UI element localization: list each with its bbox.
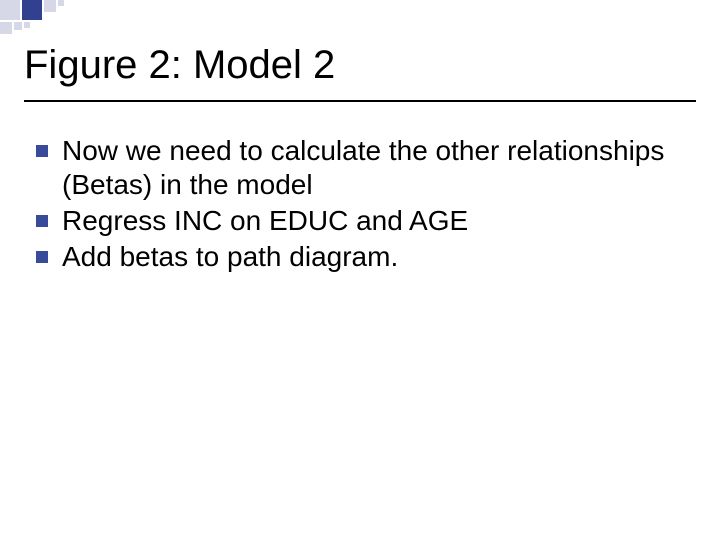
list-item-text: Add betas to path diagram. <box>62 240 398 274</box>
slide-title: Figure 2: Model 2 <box>24 42 696 88</box>
list-item: Now we need to calculate the other relat… <box>36 134 680 202</box>
deco-square <box>44 0 56 12</box>
corner-decoration <box>0 0 720 34</box>
square-bullet-icon <box>36 145 48 157</box>
deco-square <box>14 22 22 30</box>
list-item-text: Now we need to calculate the other relat… <box>62 134 680 202</box>
deco-square <box>22 0 42 20</box>
deco-square <box>24 22 30 28</box>
deco-square <box>0 22 12 34</box>
list-item-text: Regress INC on EDUC and AGE <box>62 204 468 238</box>
title-wrap: Figure 2: Model 2 <box>24 42 696 88</box>
content-area: Now we need to calculate the other relat… <box>36 134 680 277</box>
square-bullet-icon <box>36 251 48 263</box>
title-underline <box>24 100 696 102</box>
deco-square <box>0 0 20 20</box>
list-item: Add betas to path diagram. <box>36 240 680 274</box>
deco-square <box>58 0 64 6</box>
list-item: Regress INC on EDUC and AGE <box>36 204 680 238</box>
square-bullet-icon <box>36 215 48 227</box>
